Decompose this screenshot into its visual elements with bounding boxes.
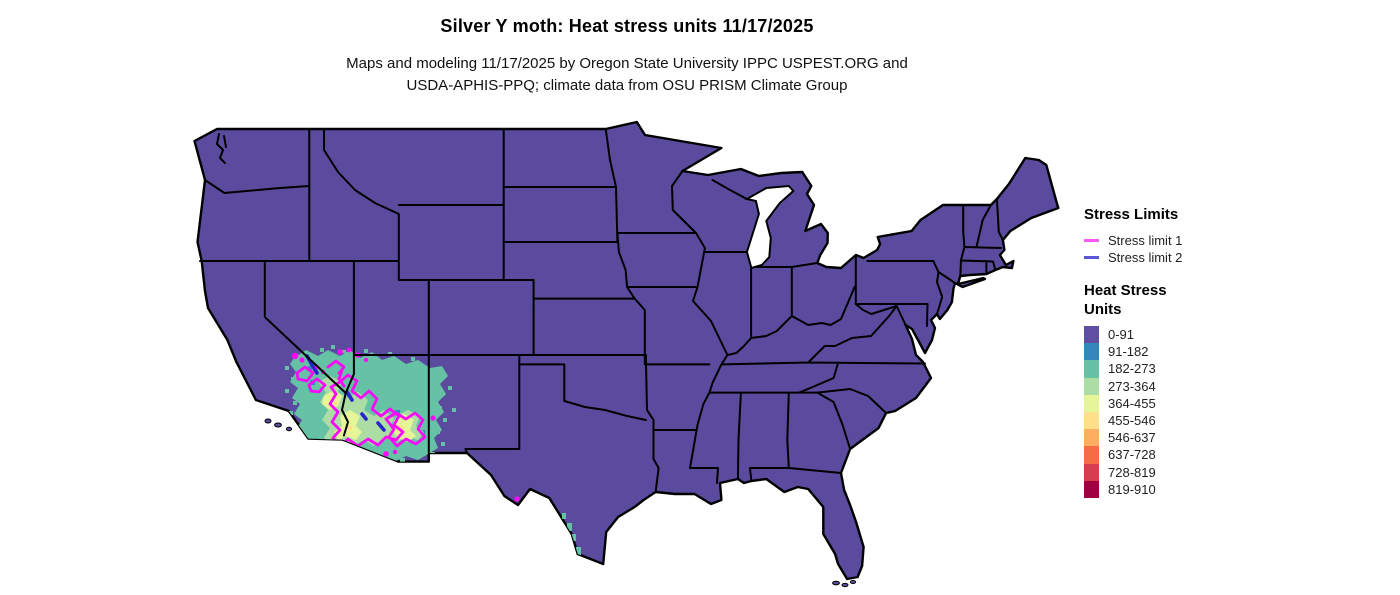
heat-stress-class-row: 0-91 (1084, 326, 1314, 344)
map-svg (193, 120, 1060, 588)
us-heat-stress-map (190, 120, 1060, 590)
heat-stress-title-line-1: Heat Stress (1084, 282, 1167, 299)
heat-stress-swatch (1084, 377, 1099, 395)
subtitle-line-1: Maps and modeling 11/17/2025 by Oregon S… (346, 55, 908, 72)
heat-stress-swatch (1084, 480, 1099, 498)
heat-stress-range-label: 455-546 (1108, 413, 1156, 429)
heat-stress-class-row: 273-364 (1084, 377, 1314, 395)
heat-stress-range-label: 182-273 (1108, 361, 1156, 377)
heat-stress-title-line-2: Units (1084, 301, 1122, 318)
stress-limit-items: Stress limit 1 Stress limit 2 (1084, 232, 1314, 266)
stress-limit-item: Stress limit 2 (1084, 249, 1314, 266)
state-borders (199, 128, 1004, 493)
heat-stress-class-row: 546-637 (1084, 429, 1314, 447)
heat-stress-class-row: 364-455 (1084, 394, 1314, 412)
us-outline (193, 120, 1060, 581)
heat-stress-range-label: 546-637 (1108, 430, 1156, 446)
heat-stress-swatch (1084, 360, 1099, 378)
stress-limit-label: Stress limit 1 (1108, 233, 1183, 248)
page-title: Silver Y moth: Heat stress units 11/17/2… (440, 16, 814, 36)
stress-limit-item: Stress limit 1 (1084, 232, 1314, 249)
heat-stress-range-label: 0-91 (1108, 327, 1135, 343)
offshore-islands (264, 418, 857, 588)
stress-limit-line-sample (1084, 256, 1099, 259)
stress-limit-line-sample (1084, 239, 1099, 242)
heat-stress-classes: 0-91 91-182 182-273 273-364 364-455 455-546 54… (1084, 326, 1314, 498)
heat-stress-swatch (1084, 429, 1099, 447)
lake-michigan (744, 184, 795, 270)
heat-stress-class-row: 819-910 (1084, 480, 1314, 498)
heat-stress-range-label: 728-819 (1108, 464, 1156, 480)
heat-stress-swatch (1084, 411, 1099, 430)
heat-stress-swatch (1084, 394, 1099, 412)
heat-stress-swatch (1084, 326, 1099, 344)
heat-stress-swatch (1084, 343, 1099, 361)
stress-limits-title: Stress Limits (1084, 206, 1179, 223)
heat-stress-swatch (1084, 446, 1099, 464)
heat-stress-range-label: 91-182 (1108, 344, 1149, 360)
heat-stress-range-label: 273-364 (1108, 378, 1156, 394)
stress-limit-label: Stress limit 2 (1108, 250, 1183, 265)
subtitle-line-2: USDA-APHIS-PPQ; climate data from OSU PR… (406, 77, 848, 94)
stress-limit-1-contours (295, 359, 427, 448)
header: Silver Y moth: Heat stress units 11/17/2… (0, 16, 1254, 97)
heat-stress-range-label: 819-910 (1108, 481, 1156, 497)
heat-stress-class-row: 637-728 (1084, 446, 1314, 464)
heat-stress-title: Heat Stress Units (1084, 281, 1314, 319)
heat-stress-class-row: 182-273 (1084, 360, 1314, 378)
heat-stress-swatch (1084, 463, 1099, 481)
legend: Stress Limits Stress limit 1 Stress limit… (1084, 206, 1314, 498)
heat-stress-class-row: 728-819 (1084, 463, 1314, 481)
heat-stress-range-label: 364-455 (1108, 395, 1156, 411)
puget-sound (216, 133, 227, 164)
heat-stress-class-row: 91-182 (1084, 343, 1314, 361)
heat-stress-class-row: 455-546 (1084, 411, 1314, 430)
heat-stress-range-label: 637-728 (1108, 447, 1156, 463)
